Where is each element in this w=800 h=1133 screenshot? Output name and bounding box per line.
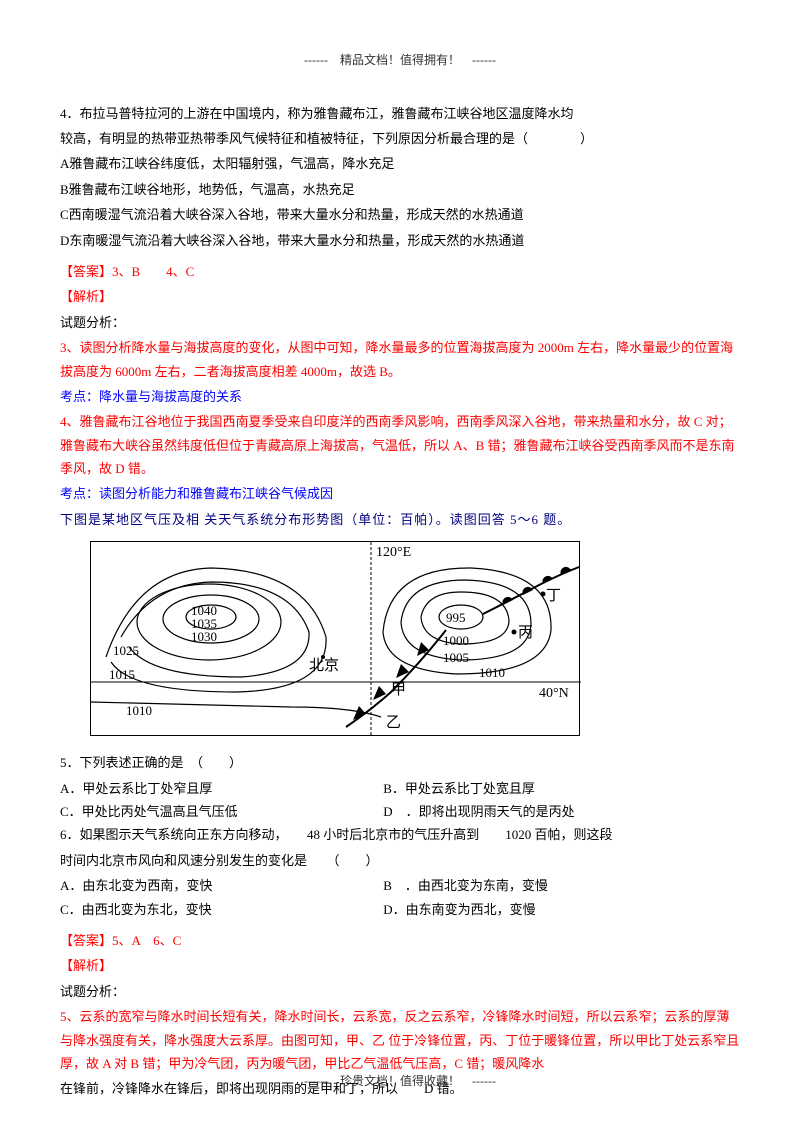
q4-option-d: D东南暖湿气流沿着大峡谷深入谷地，带来大量水分和热量，形成天然的水热通道: [60, 229, 740, 252]
label-995: 995: [446, 610, 466, 625]
q4-option-a: A雅鲁藏布江峡谷纬度低，太阳辐射强，气温高，降水充足: [60, 152, 740, 175]
answer-4-text: 4、雅鲁藏布江谷地位于我国西南夏季受来自印度洋的西南季风影响，西南季风深入谷地，…: [60, 410, 740, 480]
q6-option-c: C．由西北变为东北，变快: [60, 898, 380, 921]
shitifenxi-2: 试题分析：: [60, 980, 740, 1003]
q6-option-b: B ．由西北变为东南，变慢: [383, 878, 548, 893]
q6-stem-line2: 时间内北京市风向和风速分别发生的变化是 （ ）: [60, 849, 740, 872]
jiexi-label-2: 【解析】: [60, 954, 740, 977]
label-1010r: 1010: [479, 665, 505, 680]
q56-intro: 下图是某地区气压及相 关天气系统分布形势图（单位：百帕）。读图回答 5～6 题。: [60, 508, 740, 531]
label-ding: 丁: [546, 588, 561, 604]
label-1015: 1015: [109, 667, 135, 682]
label-1030: 1030: [191, 629, 217, 644]
q6-option-a: A．由东北变为西南，变快: [60, 874, 380, 897]
label-beijing: 北京: [309, 657, 339, 674]
label-jia: 甲: [391, 682, 406, 698]
q6-stem-line1: 6．如果图示天气系统向正东方向移动， 48 小时后北京市的气压升高到 1020 …: [60, 823, 740, 846]
q5-option-c: C．甲处比丙处气温高且气压低: [60, 800, 380, 823]
weather-diagram: 120°E 40°N 1040 1035 1030 1025 1015 1010…: [90, 541, 580, 736]
q6-option-d: D．由东南变为西北，变慢: [383, 902, 535, 917]
page-footer: ------ 珍贵文档！值得收藏！ ------: [0, 1071, 800, 1093]
q5-option-a: A．甲处云系比丁处窄且厚: [60, 777, 380, 800]
weather-svg: 120°E 40°N 1040 1035 1030 1025 1015 1010…: [91, 542, 581, 737]
q4-stem-line2: 较高，有明显的热带亚热带季风气候特征和植被特征，下列原因分析最合理的是（ ）: [60, 127, 740, 150]
label-1010l: 1010: [126, 703, 152, 718]
q5-stem: 5．下列表述正确的是 （ ）: [60, 751, 740, 774]
label-1000: 1000: [443, 633, 469, 648]
label-lat: 40°N: [539, 686, 569, 701]
answer-3-4: 【答案】3、B 4、C: [60, 260, 740, 283]
shitifenxi-1: 试题分析：: [60, 311, 740, 334]
q5-option-b: B．甲处云系比丁处宽且厚: [383, 781, 535, 796]
label-lon: 120°E: [376, 545, 411, 560]
kaodian-3: 考点：降水量与海拔高度的关系: [60, 385, 740, 408]
label-1025: 1025: [113, 643, 139, 658]
jiexi-label-1: 【解析】: [60, 285, 740, 308]
q4-stem-line1: 4．布拉马普特拉河的上游在中国境内，称为雅鲁藏布江，雅鲁藏布江峡谷地区温度降水均: [60, 102, 740, 125]
q5-option-d: D ．即将出现阴雨天气的是丙处: [383, 804, 574, 819]
answer-5-text: 5、云系的宽窄与降水时间长短有关，降水时间长，云系宽，反之云系窄，冷锋降水时间短…: [60, 1005, 740, 1075]
q4-option-c: C西南暖湿气流沿着大峡谷深入谷地，带来大量水分和热量，形成天然的水热通道: [60, 203, 740, 226]
label-bing: 丙: [518, 625, 533, 641]
label-yi: 乙: [386, 715, 401, 731]
label-1005: 1005: [443, 650, 469, 665]
page-header: ------ 精品文档！值得拥有！ ------: [60, 50, 740, 72]
answer-3-text: 3、读图分析降水量与海拔高度的变化，从图中可知，降水量最多的位置海拔高度为 20…: [60, 336, 740, 383]
q4-option-b: B雅鲁藏布江峡谷地形，地势低，气温高，水热充足: [60, 178, 740, 201]
kaodian-4: 考点：读图分析能力和雅鲁藏布江峡谷气候成因: [60, 482, 740, 505]
answer-5-6: 【答案】5、A 6、C: [60, 929, 740, 952]
